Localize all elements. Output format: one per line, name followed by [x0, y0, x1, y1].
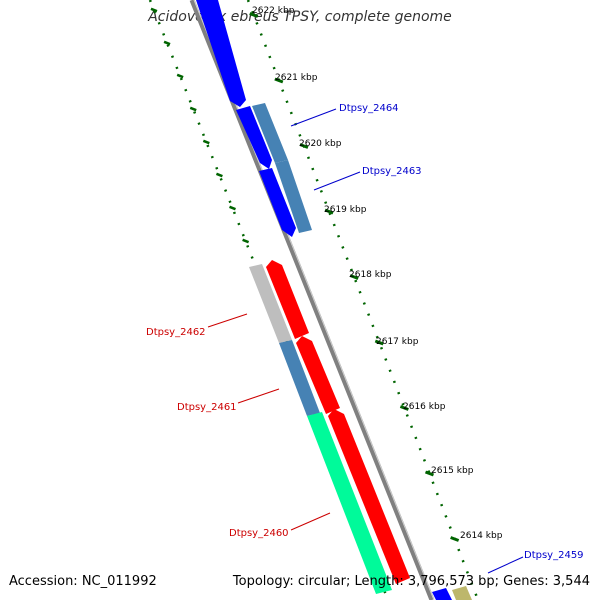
scale-tick [374, 339, 384, 346]
scale-labels: 2622 kbp 2621 kbp 2620 kbp 2619 kbp 2618… [252, 6, 503, 541]
gene-label-dtpsy-2460[interactable]: Dtpsy_2460 [229, 528, 289, 539]
gene-labels: Dtpsy_2464 Dtpsy_2463 Dtpsy_2462 Dtpsy_2… [146, 103, 584, 561]
gene-arrow-reverse[interactable] [196, 0, 246, 107]
cds-block [279, 340, 320, 416]
scale-tick-label: 2616 kbp [403, 402, 446, 412]
scale-tick [349, 274, 359, 280]
scale-tick-label: 2622 kbp [252, 6, 295, 16]
accession-label: Accession: NC_011992 [9, 574, 157, 589]
scale-ticks [249, 12, 460, 542]
skew-tick [150, 7, 158, 13]
scale-tick-label: 2615 kbp [431, 466, 474, 476]
skew-tick [189, 106, 197, 112]
scale-tick [399, 405, 409, 411]
skew-tick [215, 172, 223, 178]
gene-arrow-forward[interactable] [266, 260, 309, 339]
map-title: Acidovorax ebreus TPSY, complete genome [148, 9, 452, 25]
gene-label-dtpsy-2464[interactable]: Dtpsy_2464 [339, 103, 399, 114]
skew-tick [202, 139, 210, 145]
skew-tick [229, 205, 236, 211]
scale-tick-label: 2614 kbp [460, 531, 503, 541]
scale-tick-label: 2617 kbp [376, 337, 419, 347]
gene-label-dtpsy-2462[interactable]: Dtpsy_2462 [146, 327, 206, 338]
scale-tick-label: 2619 kbp [324, 205, 367, 215]
scale-tick [424, 470, 435, 477]
genome-summary: Topology: circular; Length: 3,796,573 bp… [232, 574, 590, 589]
gene-arrow-reverse[interactable] [236, 106, 272, 169]
cds-block [307, 412, 392, 594]
cds-block [249, 264, 292, 343]
gene-arrow-reverse[interactable] [259, 168, 296, 237]
skew-tick [163, 40, 171, 46]
gene-arrow-reverse[interactable] [432, 588, 452, 600]
cds-block [275, 160, 312, 233]
skew-tick [242, 238, 250, 244]
scale-tick-label: 2620 kbp [299, 139, 342, 149]
skew-tick [176, 73, 184, 79]
cds-block [252, 103, 288, 163]
gene-label-leaders [207, 108, 524, 574]
scale-tick-label: 2621 kbp [275, 73, 318, 83]
scale-tick [299, 143, 309, 149]
scale-tick [450, 536, 460, 542]
gene-label-dtpsy-2459[interactable]: Dtpsy_2459 [524, 550, 584, 561]
scale-tick [324, 208, 334, 215]
gene-label-dtpsy-2463[interactable]: Dtpsy_2463 [362, 166, 422, 177]
gene-label-dtpsy-2461[interactable]: Dtpsy_2461 [177, 402, 237, 413]
cds-block [452, 586, 472, 600]
gene-arrow-forward[interactable] [296, 336, 340, 414]
scale-tick [274, 77, 284, 84]
scale-tick-label: 2618 kbp [349, 270, 392, 280]
gene-arrow-forward[interactable] [328, 409, 410, 584]
scale-tick [249, 12, 259, 18]
